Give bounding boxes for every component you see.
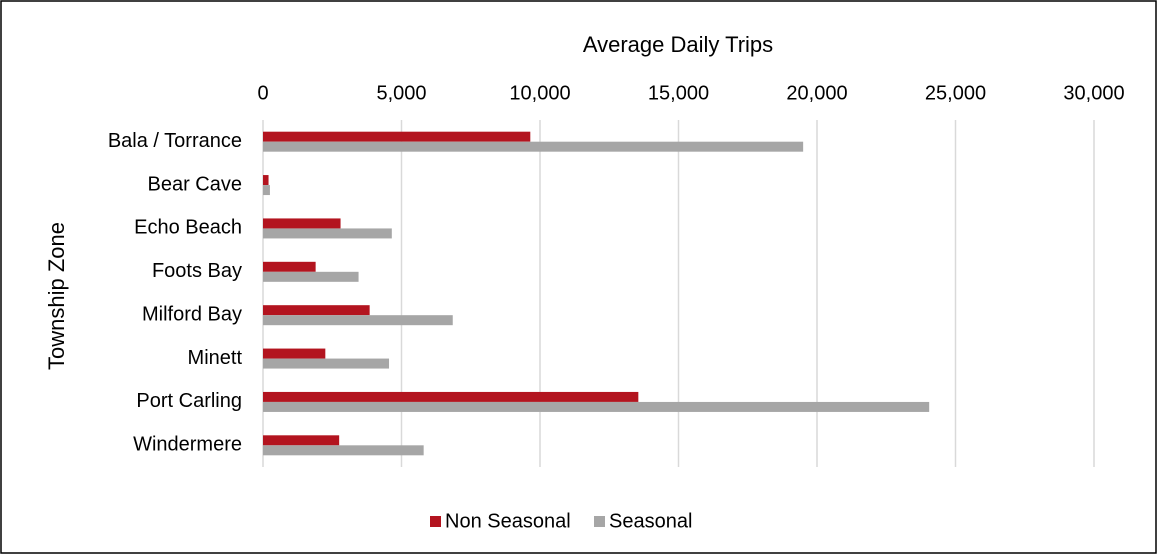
bar	[263, 261, 316, 272]
y-tick-label: Foots Bay	[152, 260, 242, 282]
y-tick-label: Bala / Torrance	[108, 130, 242, 152]
x-tick-label: 15,000	[648, 82, 709, 104]
bar	[263, 305, 370, 316]
legend-label: Seasonal	[609, 510, 692, 532]
y-tick-label: Echo Beach	[134, 217, 242, 239]
x-tick-label: 10,000	[509, 82, 570, 104]
bar	[263, 435, 340, 446]
bar	[263, 141, 804, 152]
y-tick-label: Milford Bay	[142, 303, 242, 325]
legend-label: Non Seasonal	[445, 510, 571, 532]
x-tick-label: 25,000	[925, 82, 986, 104]
y-tick-label: Port Carling	[136, 390, 242, 412]
y-tick-label: Windermere	[133, 434, 242, 456]
bar	[263, 271, 359, 282]
bar	[263, 391, 639, 402]
bar	[263, 401, 930, 412]
bar	[263, 131, 531, 142]
x-tick-label: 0	[257, 82, 268, 104]
legend-swatch	[594, 516, 605, 527]
bar	[263, 218, 341, 229]
y-tick-label: Minett	[188, 347, 243, 369]
x-tick-label: 20,000	[786, 82, 847, 104]
bar	[263, 315, 453, 326]
bar	[263, 445, 424, 456]
chart-title: Average Daily Trips	[583, 32, 773, 57]
x-tick-label: 30,000	[1063, 82, 1124, 104]
y-axis-label: Township Zone	[44, 222, 69, 370]
bar	[263, 175, 269, 186]
bar	[263, 185, 270, 196]
y-tick-label: Bear Cave	[148, 173, 243, 195]
bar	[263, 358, 390, 369]
legend-swatch	[430, 516, 441, 527]
bar	[263, 348, 326, 359]
x-tick-label: 5,000	[376, 82, 426, 104]
bar	[263, 228, 392, 239]
